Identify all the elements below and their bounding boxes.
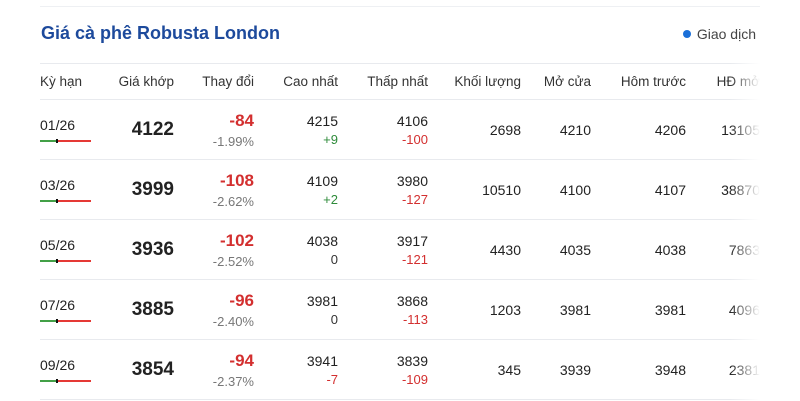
col-low: Thấp nhất: [367, 74, 428, 89]
high: 3941: [306, 352, 338, 369]
high-diff: 0: [330, 251, 338, 267]
high-diff: +9: [323, 131, 338, 147]
range-bar: [40, 379, 91, 383]
low: 3917: [396, 232, 428, 249]
table-row[interactable]: 09/26 3854 -94 -2.37% 3941 -7 3839 -109 345…: [40, 340, 760, 400]
col-high: Cao nhất: [283, 74, 338, 89]
open: 3981: [559, 301, 591, 318]
change: -102: [219, 230, 254, 250]
range-bar: [40, 199, 91, 203]
prev-close: 3948: [654, 361, 686, 378]
change-pct: -2.40%: [212, 313, 254, 329]
change: -94: [229, 350, 254, 370]
high: 4215: [306, 112, 338, 129]
change-pct: -1.99%: [212, 133, 254, 149]
open-interest: 4096: [728, 301, 760, 318]
volume: 10510: [482, 181, 521, 198]
prev-close: 4206: [654, 121, 686, 138]
last-price: 3854: [131, 358, 174, 380]
low-diff: -113: [402, 311, 428, 327]
status-dot-icon: [682, 30, 691, 38]
high: 4109: [306, 172, 338, 189]
high-diff: 0: [330, 311, 338, 327]
col-price: Giá khớp: [118, 74, 174, 89]
range-bar: [40, 259, 91, 263]
col-prev: Hôm trước: [620, 74, 686, 89]
col-volume: Khối lượng: [454, 74, 521, 89]
last-price: 4122: [131, 118, 174, 140]
term: 03/26: [40, 177, 76, 193]
open-interest: 2381: [728, 361, 760, 378]
low-diff: -100: [401, 131, 428, 147]
low-diff: -127: [401, 191, 428, 207]
prev-close: 3981: [654, 301, 686, 318]
col-change: Thay đổi: [202, 74, 254, 89]
term: 01/26: [40, 117, 76, 133]
volume: 1203: [489, 301, 521, 318]
high-diff: -7: [326, 371, 338, 387]
prev-close: 4038: [654, 241, 686, 258]
divider: [40, 6, 760, 7]
open: 4210: [559, 121, 591, 138]
low: 3868: [396, 292, 428, 309]
open-interest: 7863: [728, 241, 760, 258]
range-bar: [40, 319, 91, 323]
volume: 2698: [489, 121, 521, 138]
low: 3839: [396, 352, 428, 369]
change: -108: [219, 170, 254, 190]
col-term: Kỳ hạn: [40, 74, 83, 89]
col-open-interest: HĐ mở: [716, 74, 760, 89]
table-header: Kỳ hạn Giá khớp Thay đổi Cao nhất Thấp n…: [40, 63, 760, 100]
term: 07/26: [40, 297, 76, 313]
table-row[interactable]: 07/26 3885 -96 -2.40% 3981 0 3868 -113 1203…: [40, 280, 760, 340]
open: 3939: [559, 361, 591, 378]
low-diff: -121: [401, 251, 428, 267]
change-pct: -2.62%: [212, 193, 254, 209]
high: 4038: [306, 232, 338, 249]
term: 05/26: [40, 237, 76, 253]
last-price: 3936: [131, 238, 174, 260]
prev-close: 4107: [654, 181, 686, 198]
open: 4100: [559, 181, 591, 198]
last-price: 3885: [131, 298, 174, 320]
change: -96: [229, 290, 254, 310]
low: 3980: [396, 172, 428, 189]
volume: 345: [497, 361, 521, 378]
open-interest: 13105: [721, 121, 760, 138]
status-label: Giao dịch: [696, 26, 756, 42]
open: 4035: [559, 241, 591, 258]
futures-table: Kỳ hạn Giá khớp Thay đổi Cao nhất Thấp n…: [40, 63, 760, 400]
term: 09/26: [40, 357, 76, 373]
page-title: Giá cà phê Robusta London: [41, 23, 281, 43]
range-bar: [40, 139, 91, 143]
low: 4106: [396, 112, 428, 129]
last-price: 3999: [131, 178, 174, 200]
table-row[interactable]: 05/26 3936 -102 -2.52% 4038 0 3917 -121 443…: [40, 220, 760, 280]
volume: 4430: [489, 241, 521, 258]
high-diff: +2: [323, 191, 338, 207]
low-diff: -109: [401, 371, 428, 387]
change-pct: -2.37%: [212, 373, 254, 389]
table-row[interactable]: 01/26 4122 -84 -1.99% 4215 +9 4106 -100 269…: [40, 100, 760, 160]
open-interest: 38870: [721, 181, 760, 198]
table-row[interactable]: 03/26 3999 -108 -2.62% 4109 +2 3980 -127 10…: [40, 160, 760, 220]
change: -84: [229, 110, 254, 130]
change-pct: -2.52%: [212, 253, 254, 269]
col-open: Mở cửa: [543, 74, 591, 89]
high: 3981: [306, 292, 338, 309]
trading-status: Giao dịch: [682, 26, 756, 42]
